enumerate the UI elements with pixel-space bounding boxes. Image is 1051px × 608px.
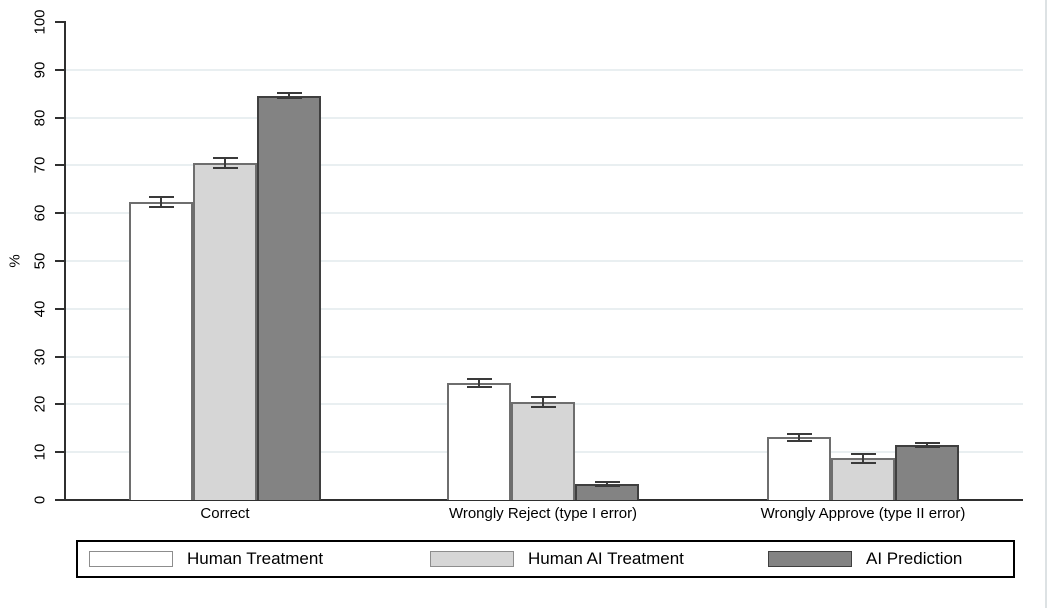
y-tick-mark: [55, 403, 64, 406]
gridline: [66, 164, 1023, 167]
bar-human-treatment-correct: [129, 202, 193, 500]
error-bar-cap-bottom-ai-prediction-wrongly-approve-type-ii-error: [914, 446, 940, 449]
y-tick-label: 50: [31, 252, 49, 270]
error-bar-cap-bottom-human-ai-treatment-correct: [212, 167, 238, 170]
error-bar-cap-top-human-ai-treatment-wrongly-approve-type-ii-error: [850, 453, 876, 456]
error-bar-cap-top-ai-prediction-wrongly-reject-type-i-error: [594, 480, 620, 483]
legend-item-ai-prediction: AI Prediction: [768, 542, 962, 576]
y-tick-mark: [55, 68, 64, 71]
error-bar-ai-prediction-correct: [288, 93, 290, 98]
bar-human-ai-treatment-wrongly-approve-type-ii-error: [831, 458, 895, 500]
gridline: [66, 212, 1023, 215]
y-tick-label: 70: [31, 157, 49, 174]
error-bar-cap-top-human-treatment-correct: [148, 196, 174, 199]
y-tick-mark: [55, 164, 64, 167]
gridline: [66, 307, 1023, 310]
error-bar-human-treatment-wrongly-reject-type-i-error: [478, 378, 480, 388]
legend-swatch-human-ai-treatment: [430, 551, 514, 567]
error-bar-human-treatment-correct: [160, 197, 162, 207]
error-bar-cap-bottom-human-ai-treatment-wrongly-approve-type-ii-error: [850, 461, 876, 464]
error-bar-cap-bottom-ai-prediction-correct: [276, 97, 302, 99]
error-bar-cap-top-ai-prediction-wrongly-approve-type-ii-error: [914, 441, 940, 444]
y-tick-mark: [55, 116, 64, 119]
x-category-label-correct: Correct: [200, 505, 250, 522]
gridline: [66, 355, 1023, 358]
y-tick-label: 10: [31, 443, 49, 461]
error-bar-cap-bottom-human-treatment-correct: [148, 205, 174, 208]
legend-label: AI Prediction: [866, 549, 963, 568]
error-bar-human-ai-treatment-wrongly-reject-type-i-error: [542, 396, 544, 408]
error-bar-cap-bottom-human-treatment-wrongly-reject-type-i-error: [466, 386, 492, 389]
y-tick-mark: [55, 21, 64, 23]
y-tick-label: 100: [31, 9, 49, 35]
error-bar-cap-top-human-treatment-wrongly-approve-type-ii-error: [786, 432, 812, 435]
y-tick-mark: [55, 499, 64, 501]
error-bar-cap-bottom-human-treatment-wrongly-approve-type-ii-error: [786, 440, 812, 443]
error-bar-cap-top-human-ai-treatment-wrongly-reject-type-i-error: [530, 395, 556, 398]
error-bar-cap-top-human-treatment-wrongly-reject-type-i-error: [466, 377, 492, 380]
bar-ai-prediction-correct: [257, 95, 321, 500]
legend-label: Human AI Treatment: [528, 549, 684, 568]
y-tick-label: 40: [31, 300, 49, 318]
y-tick-label: 0: [31, 495, 49, 505]
legend-swatch-human-treatment: [89, 551, 173, 567]
error-bar-human-ai-treatment-correct: [224, 157, 226, 169]
error-bar-ai-prediction-wrongly-approve-type-ii-error: [926, 442, 928, 448]
gridline: [66, 260, 1023, 262]
legend: Human Treatment Human AI Treatment AI Pr…: [76, 540, 1015, 578]
bar-human-treatment-wrongly-approve-type-ii-error: [767, 437, 831, 500]
x-category-label-wrongly-reject-type-i-error: Wrongly Reject (type I error): [448, 505, 638, 522]
legend-item-human-ai-treatment: Human AI Treatment: [430, 542, 684, 576]
gridline: [66, 116, 1023, 119]
y-tick-mark: [55, 307, 64, 310]
y-axis-line: [64, 21, 66, 501]
error-bar-human-treatment-wrongly-approve-type-ii-error: [798, 433, 800, 442]
y-tick-label: 20: [31, 396, 49, 413]
legend-label: Human Treatment: [187, 549, 324, 568]
x-axis-line: [64, 499, 1023, 501]
gridline: [66, 68, 1023, 71]
bar-human-ai-treatment-wrongly-reject-type-i-error: [511, 402, 575, 500]
error-bar-cap-top-ai-prediction-correct: [276, 92, 302, 95]
x-category-label-wrongly-approve-type-ii-error: Wrongly Approve (type II error): [760, 505, 966, 522]
legend-item-human-treatment: Human Treatment: [89, 542, 323, 576]
y-tick-mark: [55, 212, 64, 215]
error-bar-cap-bottom-ai-prediction-wrongly-reject-type-i-error: [594, 484, 620, 487]
y-tick-label: 30: [31, 348, 49, 365]
y-tick-mark: [55, 451, 64, 454]
bar-human-treatment-wrongly-reject-type-i-error: [447, 382, 511, 500]
plot-region-right-border: [1045, 0, 1047, 608]
bar-human-ai-treatment-correct: [193, 163, 257, 500]
y-axis-title: %: [6, 254, 24, 268]
y-tick-mark: [55, 260, 64, 262]
error-bar-ai-prediction-wrongly-reject-type-i-error: [606, 481, 608, 486]
y-tick-label: 90: [31, 61, 49, 79]
error-bar-human-ai-treatment-wrongly-approve-type-ii-error: [862, 454, 864, 463]
y-tick-label: 60: [31, 204, 49, 222]
y-tick-label: 80: [31, 109, 49, 126]
error-bar-cap-top-human-ai-treatment-correct: [212, 156, 238, 159]
y-tick-mark: [55, 355, 64, 358]
legend-swatch-ai-prediction: [768, 551, 852, 567]
error-bar-cap-bottom-human-ai-treatment-wrongly-reject-type-i-error: [530, 406, 556, 409]
bar-ai-prediction-wrongly-approve-type-ii-error: [895, 445, 959, 500]
